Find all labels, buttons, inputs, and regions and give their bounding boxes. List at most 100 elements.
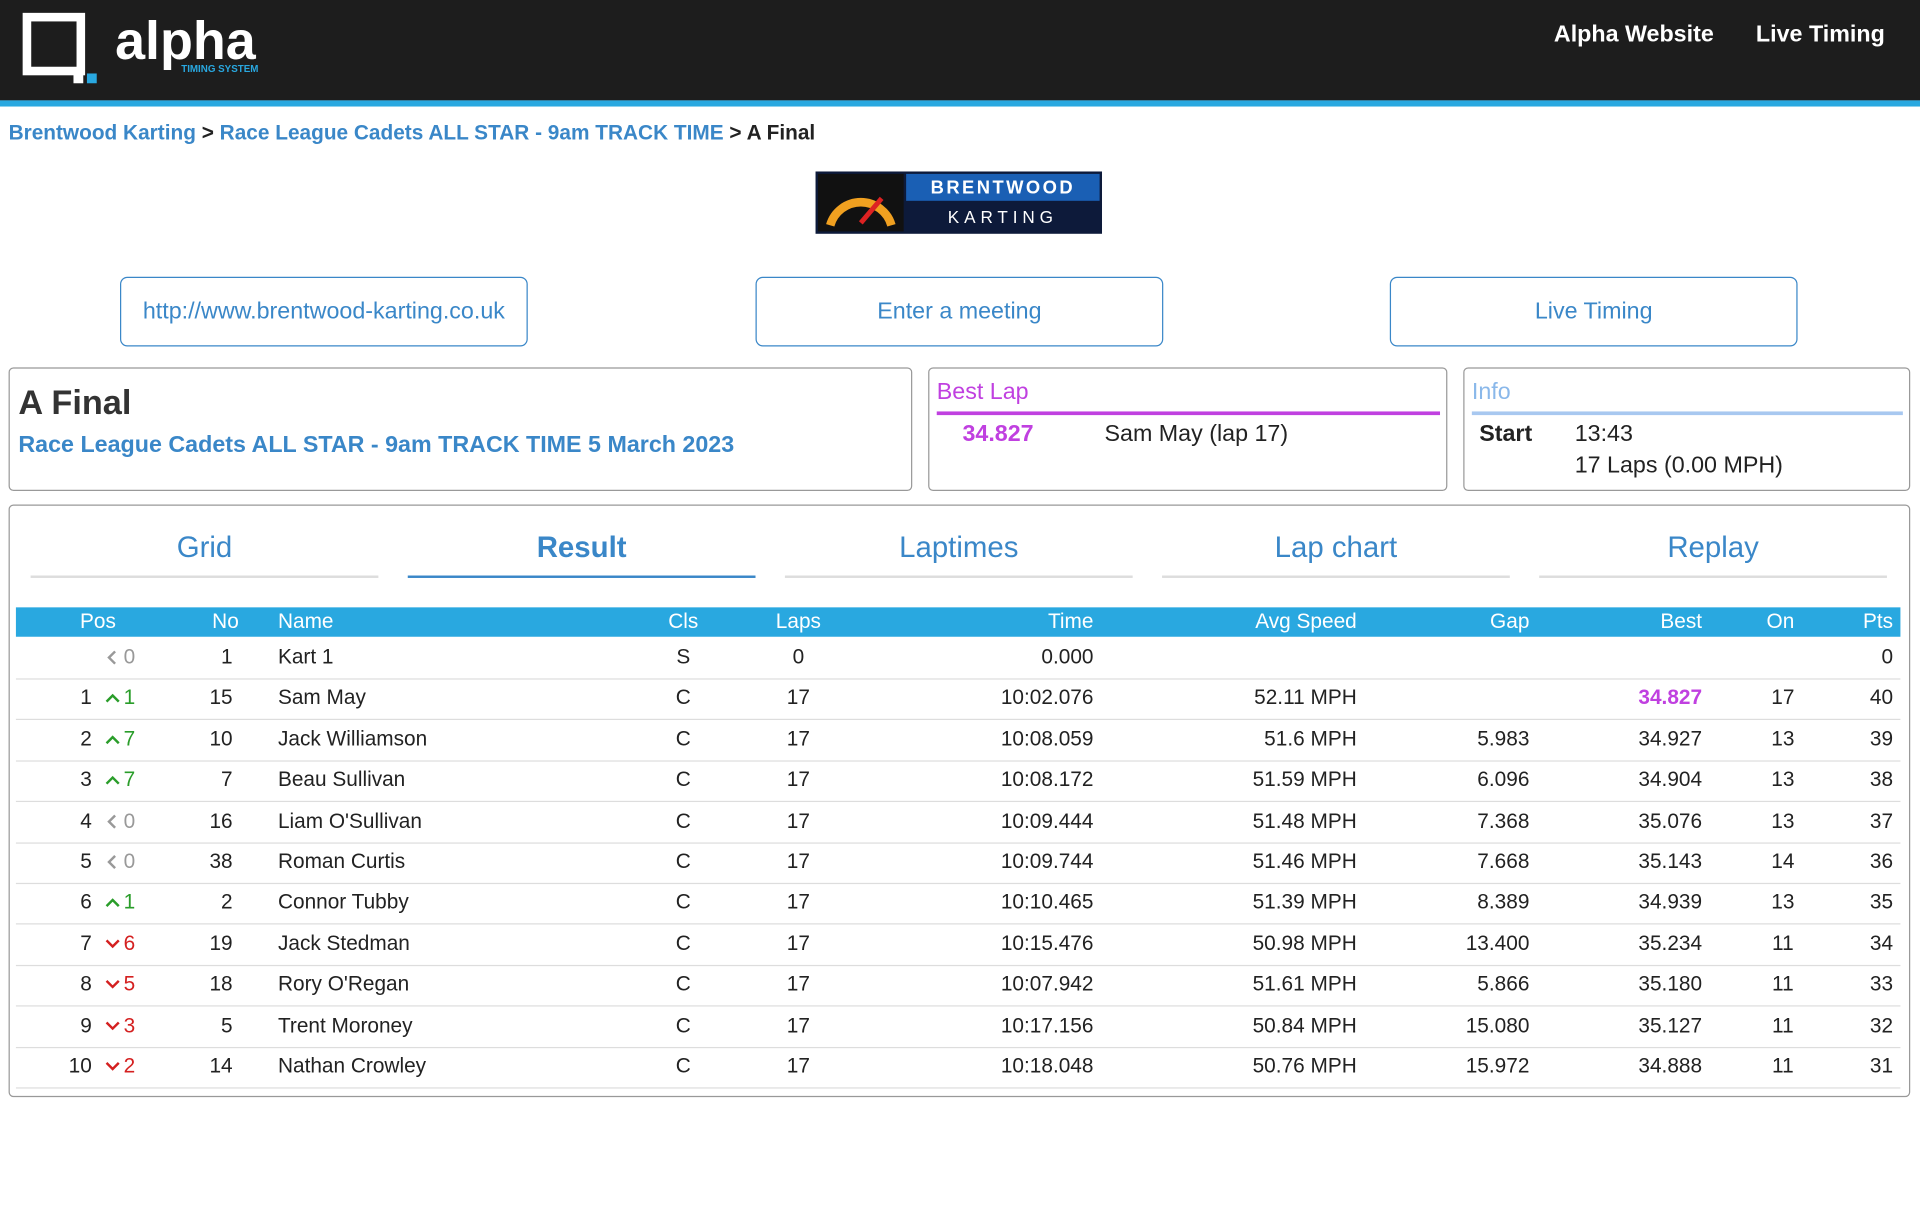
info-start: 13:43 bbox=[1574, 421, 1633, 447]
cell-no: 14 bbox=[209, 1054, 233, 1078]
cell-laps: 17 bbox=[786, 727, 810, 751]
cell-on: 11 bbox=[1772, 1013, 1794, 1037]
trend-change: 0 bbox=[123, 808, 136, 833]
cell-pts: 40 bbox=[1869, 686, 1894, 710]
race-panel: A Final Race League Cadets ALL STAR - 9a… bbox=[8, 367, 913, 492]
cell-time: 10:09.744 bbox=[1000, 849, 1094, 874]
cell-laps: 17 bbox=[786, 931, 810, 955]
table-row: 3 7 Beau Sullivan C 17 10:08.172 51.59 MPH 6.09… bbox=[15, 761, 1901, 803]
nav-link[interactable]: Live Timing bbox=[1755, 22, 1885, 48]
cell-gap: 7.368 bbox=[1477, 808, 1530, 833]
cell-name: Trent Moroney bbox=[277, 1013, 413, 1037]
cell-on: 17 bbox=[1771, 686, 1795, 710]
cell-no: 19 bbox=[209, 931, 233, 955]
cell-best: 35.180 bbox=[1638, 972, 1703, 996]
cell-laps: 17 bbox=[786, 808, 810, 833]
column-header: Avg Speed bbox=[1255, 609, 1357, 634]
logo-text: BRENTWOOD bbox=[931, 176, 1075, 197]
cell-name: Jack Stedman bbox=[277, 931, 410, 955]
cell-best: 34.927 bbox=[1638, 727, 1703, 751]
cell-name: Beau Sullivan bbox=[277, 767, 406, 792]
trend-icon bbox=[105, 735, 120, 744]
divider bbox=[1471, 411, 1903, 416]
cell-name: Jack Williamson bbox=[277, 727, 428, 751]
tab[interactable]: Laptimes bbox=[784, 531, 1133, 578]
cell-pts: 33 bbox=[1869, 972, 1894, 996]
table-row: 1 Kart 1 S 0 0.000 0 0 bbox=[15, 638, 1901, 680]
trend-change: 0 bbox=[123, 849, 136, 874]
cell-name: Nathan Crowley bbox=[277, 1054, 427, 1078]
cell-avg: 52.11 MPH bbox=[1254, 686, 1357, 710]
table-row: 8 18 Rory O'Regan C 17 10:07.942 51.61 MPH 5.86… bbox=[15, 965, 1901, 1007]
nav-link[interactable]: Alpha Website bbox=[1553, 22, 1714, 48]
cell-no: 10 bbox=[209, 727, 233, 751]
cell-pts: 0 bbox=[1881, 645, 1894, 669]
trend-icon bbox=[105, 1021, 120, 1030]
cell-cls: C bbox=[675, 1054, 691, 1078]
cell-no: 18 bbox=[209, 972, 233, 996]
cell-laps: 0 bbox=[792, 645, 805, 669]
cell-time: 10:15.476 bbox=[1000, 931, 1094, 955]
column-header: Best bbox=[1660, 609, 1703, 634]
cell-best: 35.076 bbox=[1638, 808, 1703, 833]
link-button[interactable]: Enter a meeting bbox=[755, 276, 1164, 347]
cell-avg: 51.6 MPH bbox=[1264, 727, 1357, 751]
tab[interactable]: Result bbox=[407, 531, 756, 578]
cell-laps: 17 bbox=[786, 767, 810, 792]
cell-no: 2 bbox=[221, 890, 233, 914]
crumb-link[interactable]: Brentwood Karting bbox=[8, 121, 196, 145]
cell-avg: 50.84 MPH bbox=[1252, 1013, 1357, 1037]
table-row: 1 15 Sam May C 17 10:02.076 52.11 MPH 34.827 17 4… bbox=[15, 679, 1901, 721]
cell-on: 11 bbox=[1772, 972, 1794, 996]
cell-gap: 15.972 bbox=[1465, 1054, 1530, 1078]
crumb-link[interactable]: Race League Cadets ALL STAR - 9am TRACK … bbox=[219, 121, 724, 145]
table-row: 10 14 Nathan Crowley C 17 10:18.048 50.76 MPH 1… bbox=[15, 1047, 1901, 1089]
cell-avg: 51.46 MPH bbox=[1252, 849, 1357, 874]
cell-cls: C bbox=[675, 849, 691, 874]
cell-cls: S bbox=[676, 645, 691, 669]
link-button[interactable]: Live Timing bbox=[1389, 276, 1798, 347]
trend-icon bbox=[107, 855, 116, 870]
column-header: Cls bbox=[668, 609, 699, 634]
cell-name: Kart 1 bbox=[277, 645, 334, 669]
cell-pts: 36 bbox=[1869, 849, 1894, 874]
cell-laps: 17 bbox=[786, 1013, 810, 1037]
column-header: No bbox=[212, 609, 239, 634]
cell-avg: 50.98 MPH bbox=[1252, 931, 1357, 955]
cell-pts: 39 bbox=[1869, 727, 1894, 751]
column-header: Pos bbox=[80, 609, 116, 634]
best-lap-time: 34.827 bbox=[962, 421, 1034, 447]
trend-change: 3 bbox=[123, 1013, 136, 1037]
tab[interactable]: Lap chart bbox=[1162, 531, 1510, 578]
trend-change: 1 bbox=[123, 686, 136, 710]
info-heading: Info bbox=[1471, 379, 1511, 406]
cell-on: 13 bbox=[1771, 767, 1795, 792]
cell-time: 10:07.942 bbox=[1000, 972, 1094, 996]
crumb-sep: > bbox=[729, 121, 742, 145]
cell-avg: 51.39 MPH bbox=[1252, 890, 1357, 914]
link-button[interactable]: http://www.brentwood-karting.co.uk bbox=[120, 276, 528, 347]
cell-time: 10:09.444 bbox=[1000, 808, 1094, 833]
cell-on: 13 bbox=[1771, 727, 1795, 751]
tab[interactable]: Grid bbox=[30, 531, 379, 578]
cell-best: 35.143 bbox=[1638, 849, 1703, 874]
trend-change: 0 bbox=[123, 645, 136, 669]
cell-no: 1 bbox=[221, 645, 233, 669]
column-header: Laps bbox=[775, 609, 821, 634]
cell-cls: C bbox=[675, 931, 691, 955]
cell-pos: 3 bbox=[80, 767, 92, 792]
column-header: Name bbox=[277, 609, 334, 634]
cell-time: 10:10.465 bbox=[1000, 890, 1094, 914]
trend-icon bbox=[107, 650, 116, 665]
cell-cls: C bbox=[675, 890, 691, 914]
cell-best: 34.904 bbox=[1638, 767, 1703, 792]
cell-cls: C bbox=[675, 686, 691, 710]
trend-icon bbox=[105, 898, 120, 908]
logo-text: KARTING bbox=[948, 207, 1058, 227]
cell-pts: 31 bbox=[1869, 1054, 1894, 1078]
venue-logo: BRENTWOOD KARTING bbox=[815, 171, 1103, 234]
tab[interactable]: Replay bbox=[1539, 531, 1887, 578]
info-laps: 17 Laps (0.00 MPH) bbox=[1574, 453, 1783, 479]
